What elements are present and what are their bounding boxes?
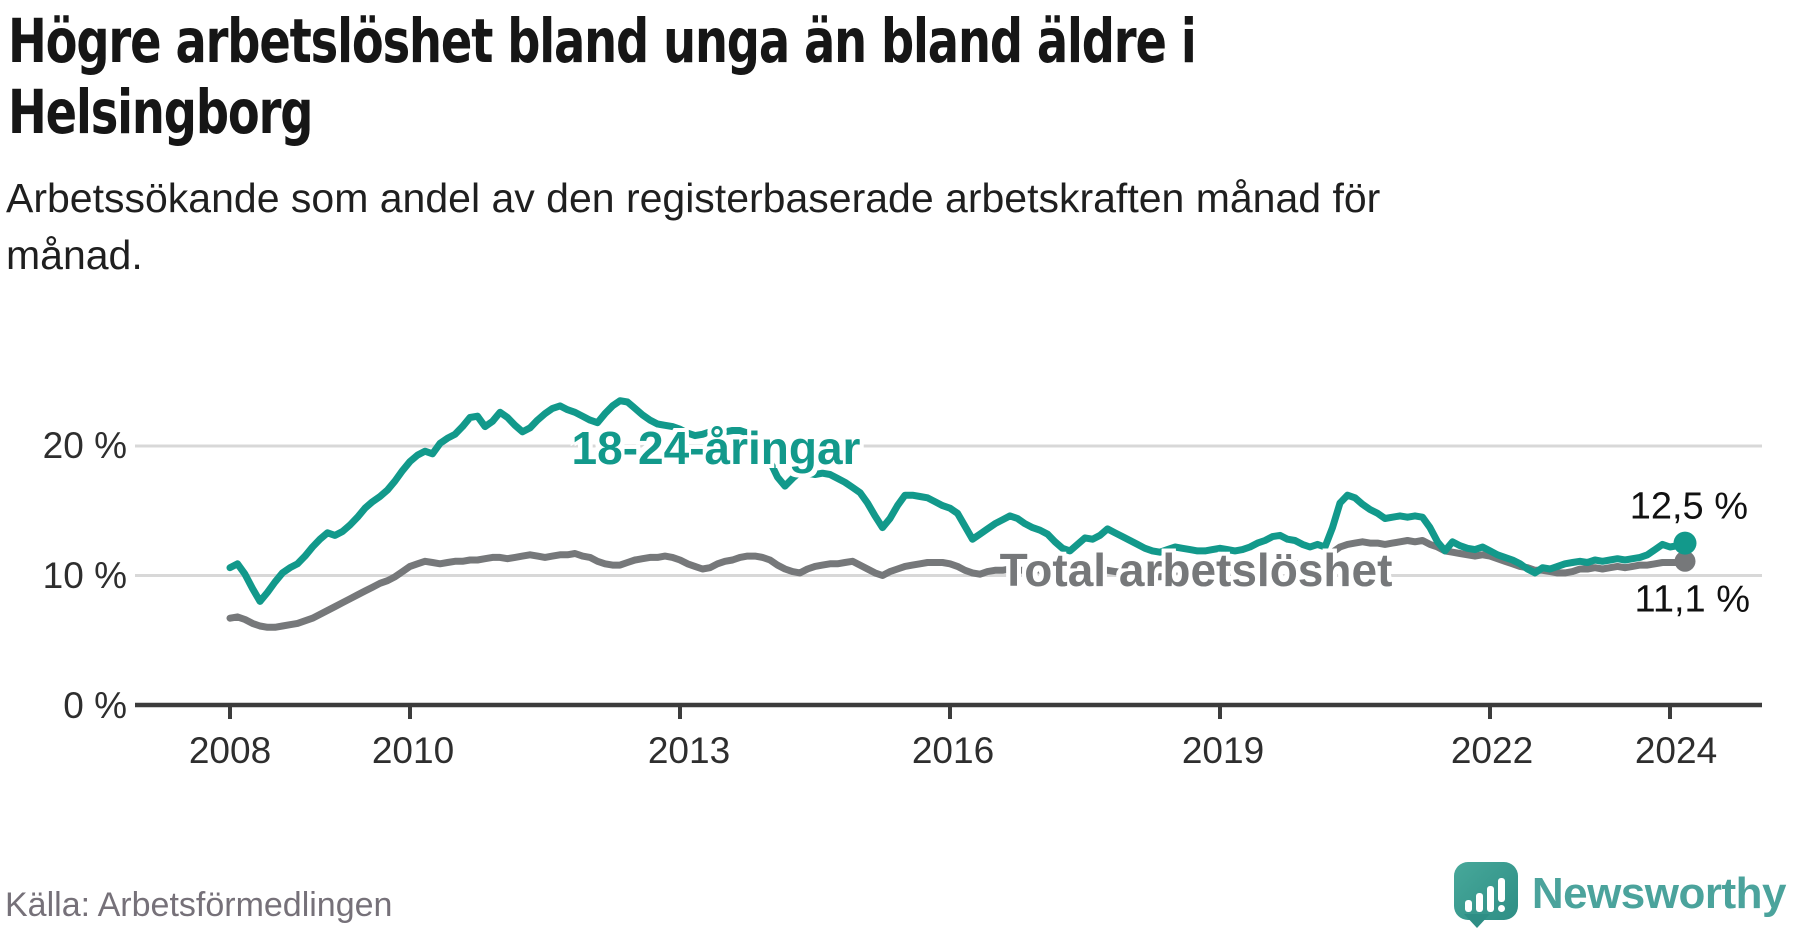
logo-speech-bubble <box>1453 862 1518 920</box>
x-tick-2024: 2024 <box>1634 730 1718 771</box>
x-tick-2022: 2022 <box>1450 730 1534 771</box>
end-dot-youth <box>1673 531 1697 555</box>
x-tick-2010: 2010 <box>371 730 455 771</box>
source-note: Källa: Arbetsförmedlingen <box>5 886 393 924</box>
logo-exclamation-icon <box>1497 878 1505 912</box>
y-tick-20: 20 % <box>42 425 127 466</box>
logo-barchart-icon <box>1464 878 1505 912</box>
chart-title-line1: Högre arbetslöshet bland unga än bland ä… <box>8 6 1197 77</box>
series-label-youth: 18-24-åringar <box>571 422 861 474</box>
logo-bubble-tail <box>1463 914 1490 928</box>
end-value-total: 11,1 % <box>1634 578 1750 621</box>
chart-subtitle: Arbetssökande som andel av den registerb… <box>6 170 1606 284</box>
x-tick-2019: 2019 <box>1181 730 1265 771</box>
chart-subtitle-line2: månad. <box>6 232 143 278</box>
brand-name: Newsworthy <box>1531 869 1787 918</box>
series-label-total: Total arbetslöshet <box>999 544 1393 596</box>
newsworthy-logo-icon <box>1453 862 1518 928</box>
x-tick-2008: 2008 <box>188 730 272 771</box>
chart-title-line2: Helsingborg <box>8 77 313 148</box>
y-tick-0: 0 % <box>63 685 127 726</box>
end-value-youth: 12,5 % <box>1629 485 1748 528</box>
x-tick-2013: 2013 <box>647 730 731 771</box>
chart-subtitle-line1: Arbetssökande som andel av den registerb… <box>6 175 1381 221</box>
chart-title: Högre arbetslöshet bland unga än bland ä… <box>8 6 1368 148</box>
series-line-total <box>226 537 1689 631</box>
x-tick-2016: 2016 <box>911 730 995 771</box>
newsworthy-brand: Newsworthy <box>1453 862 1787 928</box>
y-tick-10: 10 % <box>42 555 127 596</box>
series-line-youth <box>226 397 1689 605</box>
end-dot-total <box>1674 550 1696 572</box>
